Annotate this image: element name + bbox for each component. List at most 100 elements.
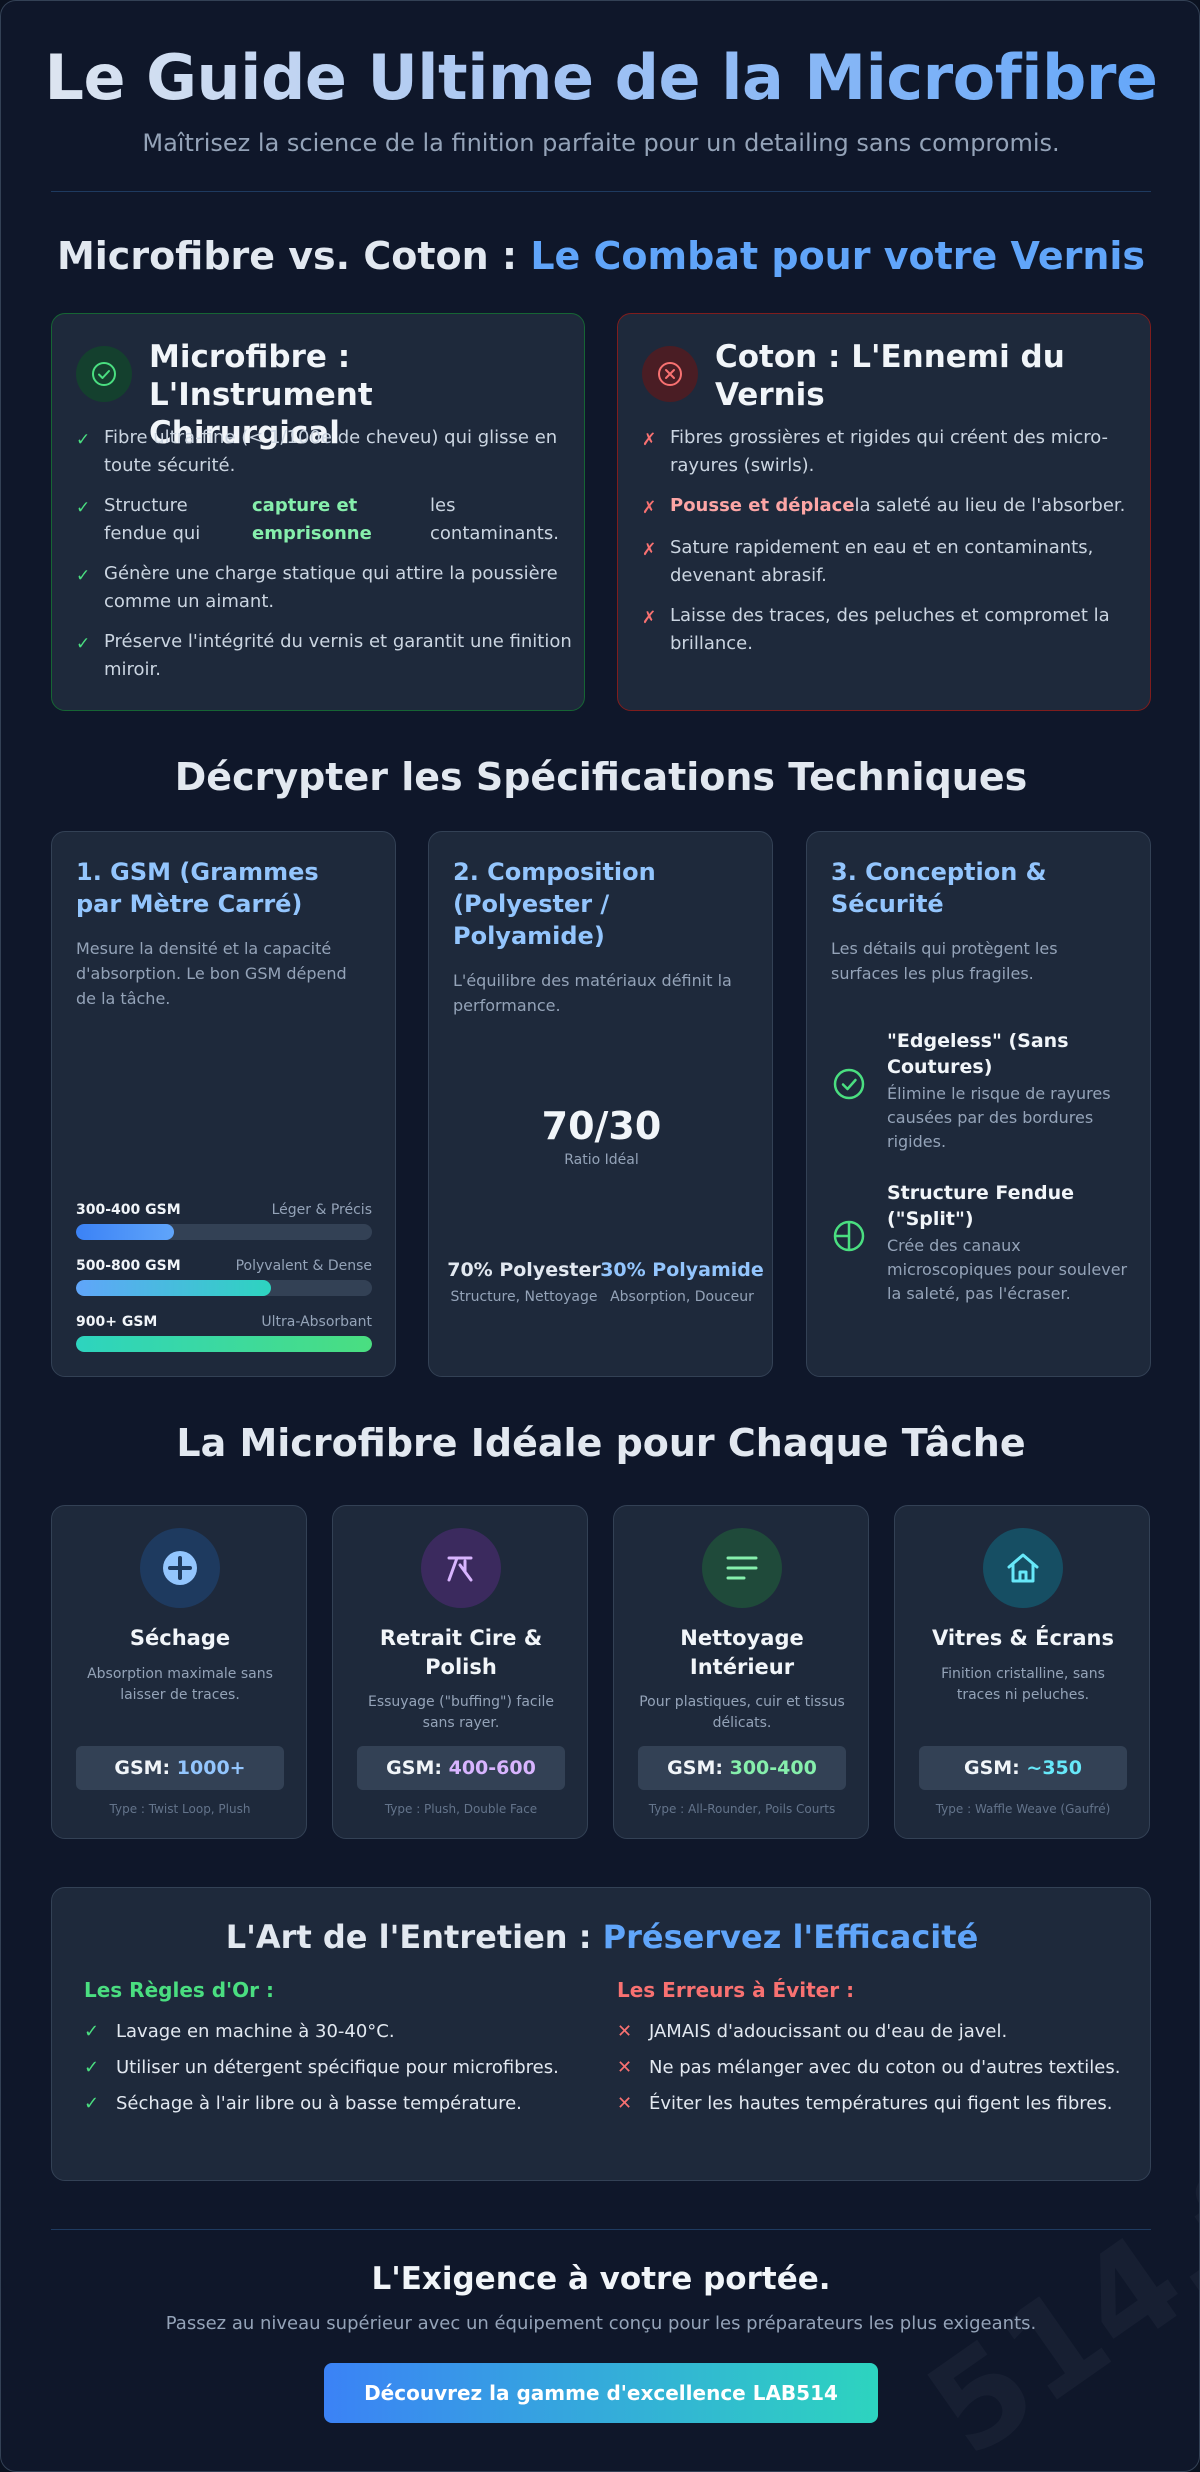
task-card-vitres: Vitres & Écrans Finition cristalline, sa… — [894, 1505, 1150, 1839]
microfibre-title: Microfibre : L'Instrument Chirurgical — [149, 339, 373, 451]
task-gsm: GSM: 300-400 — [638, 1746, 846, 1790]
cross-icon: ✕ — [617, 2057, 633, 2078]
task-desc: Absorption maximale sans laisser de trac… — [87, 1666, 273, 1703]
page-subtitle: Maîtrisez la science de la finition parf… — [142, 129, 1060, 157]
design-title: 3. Conception & Sécurité — [831, 858, 1047, 918]
task-gsm: GSM: 1000+ — [76, 1746, 284, 1790]
care-title: L'Art de l'Entretien : Préservez l'Effic… — [225, 1918, 979, 1956]
cross-icon: ✗ — [642, 540, 657, 560]
polyamide-part: 30% Polyamide Absorption, Douceur — [600, 1259, 764, 1305]
list-item: ✓ Lavage en machine à 30-40°C. — [84, 2018, 594, 2046]
task-card-sechage: Séchage Absorption maximale sans laisser… — [51, 1505, 307, 1839]
composition-card: 2. Composition (Polyester / Polyamide) L… — [428, 831, 773, 1377]
list-item: ✓ Préserve l'intégrité du vernis et garan… — [76, 628, 586, 684]
list-item: ✕ Éviter les hautes températures qui fige… — [617, 2090, 1127, 2118]
list-item: ✓ Séchage à l'air libre ou à basse tempér… — [84, 2090, 594, 2118]
check-icon: ✓ — [76, 634, 91, 654]
comparison-title: Microfibre vs. Coton : Le Combat pour vo… — [1, 234, 1199, 278]
task-card-cire: Retrait Cire & Polish Essuyage ("buffing… — [332, 1505, 588, 1839]
design-desc: Les détails qui protègent les surfaces l… — [831, 939, 1058, 983]
ratio-label: Ratio Idéal — [564, 1152, 639, 1168]
divider — [51, 191, 1151, 192]
coton-list: ✗ Fibres grossières et rigides qui créent… — [642, 424, 1152, 670]
gsm-card: 1. GSM (Grammes par Mètre Carré) Mesure … — [51, 831, 396, 1377]
design-card: 3. Conception & Sécurité Les détails qui… — [806, 831, 1151, 1377]
ratio-value: 70/30 — [541, 1104, 662, 1148]
list-item: ✗ Fibres grossières et rigides qui créent… — [642, 424, 1152, 480]
check-icon: ✓ — [76, 430, 91, 450]
footer-subtitle: Passez au niveau supérieur avec un équip… — [165, 2313, 1037, 2334]
cta-button[interactable]: Découvrez la gamme d'excellence LAB514 — [324, 2363, 878, 2423]
home-icon — [983, 1528, 1063, 1608]
gsm-bar: 300-400 GSM Léger & Précis — [76, 1202, 372, 1240]
lines-icon — [702, 1528, 782, 1608]
cross-icon: ✗ — [642, 608, 657, 628]
feature-split: Structure Fendue ("Split") Crée des cana… — [831, 1180, 1131, 1306]
gsm-bar-fill — [76, 1280, 272, 1296]
cross-icon: ✕ — [617, 2021, 633, 2042]
tasks-title: La Microfibre Idéale pour Chaque Tâche — [176, 1421, 1026, 1465]
list-item: ✓ Utiliser un détergent spécifique pour m… — [84, 2054, 594, 2082]
comparison-title-main: Microfibre vs. Coton : — [56, 234, 518, 278]
list-item: ✓ Génère une charge statique qui attire l… — [76, 560, 586, 616]
polyester-part: 70% Polyester Structure, Nettoyage — [447, 1259, 601, 1305]
care-mistakes: Les Erreurs à Éviter : ✕ JAMAIS d'adoucis… — [617, 1978, 1127, 2126]
gsm-bar: 900+ GSM Ultra-Absorbant — [76, 1314, 372, 1352]
cross-icon: ✗ — [642, 498, 657, 518]
task-card-interieur: Nettoyage Intérieur Pour plastiques, cui… — [613, 1505, 869, 1839]
task-title: Retrait Cire & Polish — [379, 1626, 543, 1679]
gsm-bar-fill — [76, 1336, 372, 1352]
divider — [51, 2229, 1151, 2230]
list-item: ✗ Sature rapidement en eau et en contamin… — [642, 534, 1152, 590]
cross-icon: ✕ — [617, 2093, 633, 2114]
gsm-bar-fill — [76, 1224, 174, 1240]
list-item: ✕ Ne pas mélanger avec du coton ou d'autr… — [617, 2054, 1127, 2082]
task-gsm: GSM: ~350 — [919, 1746, 1127, 1790]
task-gsm: GSM: 400-600 — [357, 1746, 565, 1790]
plus-circle-icon — [140, 1528, 220, 1608]
care-card: L'Art de l'Entretien : Préservez l'Effic… — [51, 1887, 1151, 2181]
coton-card: Coton : L'Ennemi du Vernis ✗ Fibres gross… — [617, 313, 1151, 711]
task-desc: Pour plastiques, cuir et tissus délicats… — [639, 1694, 845, 1731]
check-icon: ✓ — [76, 566, 91, 586]
list-item: ✓ Structure fendue qui capture et emprison… — [76, 492, 586, 548]
task-type: Type : Plush, Double Face — [384, 1802, 538, 1816]
composition-title: 2. Composition (Polyester / Polyamide) — [453, 858, 656, 950]
task-title: Séchage — [129, 1626, 231, 1650]
list-item: ✗ Laisse des traces, des peluches et comp… — [642, 602, 1152, 658]
task-desc: Finition cristalline, sans traces ni pel… — [941, 1666, 1105, 1703]
task-title: Vitres & Écrans — [932, 1626, 1114, 1650]
comparison-title-accent: Le Combat pour votre Vernis — [530, 234, 1146, 278]
task-type: Type : Waffle Weave (Gaufré) — [935, 1802, 1111, 1816]
specs-title: Décrypter les Spécifications Techniques — [174, 755, 1028, 799]
gsm-title: 1. GSM (Grammes par Mètre Carré) — [76, 858, 319, 918]
check-circle-icon — [831, 1066, 871, 1154]
task-title: Nettoyage Intérieur — [680, 1626, 804, 1679]
check-circle-icon — [76, 346, 132, 402]
check-icon: ✓ — [84, 2021, 100, 2042]
list-item: ✗ Pousse et déplacela saleté au lieu de l… — [642, 492, 1152, 522]
composition-desc: L'équilibre des matériaux définit la per… — [453, 971, 732, 1015]
footer-title: L'Exigence à votre portée. — [371, 2261, 831, 2297]
cross-icon: ✗ — [642, 430, 657, 450]
gsm-desc: Mesure la densité et la capacité d'absor… — [76, 939, 347, 1008]
x-circle-icon — [642, 346, 698, 402]
care-rules: Les Règles d'Or : ✓ Lavage en machine à 3… — [84, 1978, 594, 2126]
list-item: ✓ Fibre ultra-fine (< 1/100e de cheveu) q… — [76, 424, 586, 480]
coton-title: Coton : L'Ennemi du Vernis — [715, 339, 1065, 413]
task-type: Type : All-Rounder, Poils Courts — [648, 1802, 836, 1816]
check-icon: ✓ — [84, 2057, 100, 2078]
microfibre-list: ✓ Fibre ultra-fine (< 1/100e de cheveu) q… — [76, 424, 586, 696]
microfibre-card: Microfibre : L'Instrument Chirurgical ✓ F… — [51, 313, 585, 711]
gsm-bar: 500-800 GSM Polyvalent & Dense — [76, 1258, 372, 1296]
check-icon: ✓ — [84, 2093, 100, 2114]
task-desc: Essuyage ("buffing") facile sans rayer. — [367, 1694, 555, 1731]
page-title: Le Guide Ultime de la Microfibre — [1, 41, 1199, 114]
feature-edgeless: "Edgeless" (Sans Coutures) Élimine le ri… — [831, 1028, 1131, 1154]
list-item: ✕ JAMAIS d'adoucissant ou d'eau de javel. — [617, 2018, 1127, 2046]
task-type: Type : Twist Loop, Plush — [109, 1802, 251, 1816]
check-icon: ✓ — [76, 498, 91, 518]
buffing-icon — [421, 1528, 501, 1608]
split-circle-icon — [831, 1218, 871, 1306]
